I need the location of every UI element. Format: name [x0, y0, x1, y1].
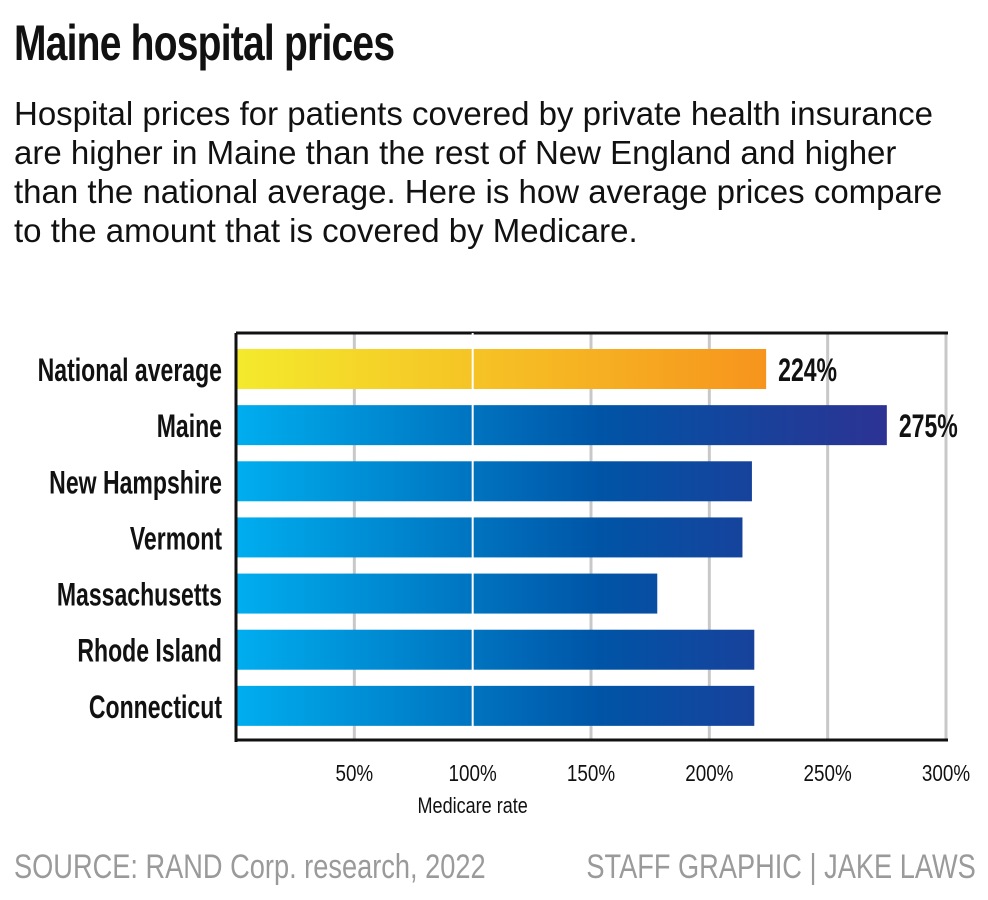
credit: STAFF GRAPHIC | JAKE LAWS — [586, 848, 976, 886]
x-tick-label: 250% — [804, 761, 852, 786]
bar — [236, 685, 755, 726]
x-tick-label: 150% — [567, 761, 615, 786]
category-label: Massachusetts — [57, 577, 222, 613]
category-label: Vermont — [130, 521, 222, 557]
x-tick-label: 100% — [449, 761, 497, 786]
x-axis-label: Medicare rate — [418, 794, 528, 818]
bar — [236, 349, 767, 389]
bar — [236, 461, 752, 502]
x-tick-label: 300% — [922, 761, 970, 786]
x-tick-label: 50% — [335, 761, 373, 786]
source-note: SOURCE: RAND Corp. research, 2022 — [14, 848, 486, 886]
chart-subtitle: Hospital prices for patients covered by … — [14, 95, 943, 249]
category-label: Connecticut — [89, 689, 222, 725]
data-label: 224% — [778, 352, 837, 388]
category-label: National average — [38, 352, 222, 388]
category-label: New Hampshire — [49, 465, 222, 501]
category-label: Rhode Island — [77, 633, 222, 669]
bar — [236, 629, 755, 670]
category-label: Maine — [157, 408, 222, 444]
x-tick-label: 200% — [685, 761, 733, 786]
bar — [236, 405, 887, 446]
bar — [236, 517, 743, 558]
chart-title: Maine hospital prices — [14, 15, 395, 71]
data-label: 275% — [899, 408, 958, 444]
bar — [236, 573, 658, 614]
